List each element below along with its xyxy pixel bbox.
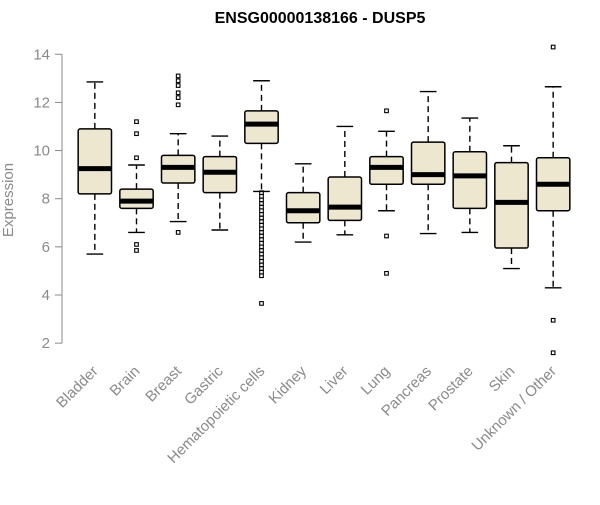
y-tick-label: 14 [33,46,50,63]
outlier-point [259,269,264,275]
x-tick-label-liver: Liver [317,363,352,398]
outlier-point [259,240,264,246]
box-kidney [285,191,321,224]
box-group-hematopoietic-cells [244,80,279,306]
y-tick-label: 8 [42,191,50,208]
outlier-point [259,226,264,232]
box-group-skin [494,145,529,270]
box-pancreas [410,141,446,186]
outlier-point [175,95,181,100]
outlier-point [175,102,181,108]
outlier-point [259,248,264,253]
y-tick-label: 6 [42,239,50,256]
boxes-group [77,44,571,356]
outlier-point [259,204,264,210]
outlier-point [259,273,264,279]
x-tick-label-bladder: Bladder [53,363,102,412]
outlier-point [550,350,556,356]
box-group-lung [369,108,404,276]
box-group-breast [160,73,196,235]
outlier-point [134,248,139,253]
box-group-unknown-other [535,44,571,356]
box-group-bladder [77,81,113,255]
outlier-point [134,155,139,161]
outlier-point [384,270,389,276]
y-axis-ticks: 2 4 6 8 10 12 14 [33,46,62,352]
outlier-point [550,44,556,50]
outlier-point [259,212,264,217]
x-tick-label-lung: Lung [358,363,394,399]
box-group-pancreas [410,90,446,235]
outlier-point [259,193,264,199]
box-hematopoietic-cells [244,110,279,145]
outlier-point [259,255,264,261]
outlier-point [259,190,264,196]
box-group-kidney [285,163,321,243]
box-lung [369,155,404,186]
box-skin [494,161,529,249]
outlier-point [175,230,181,235]
y-tick-label: 2 [42,335,50,352]
x-tick-label-breast: Breast [142,362,185,405]
x-tick-label-brain: Brain [107,363,144,400]
outlier-point [175,83,181,88]
outlier-point [550,317,556,323]
outlier-point [259,244,264,250]
outlier-point [259,258,264,264]
box-bladder [77,128,113,195]
y-tick-label: 12 [33,94,50,111]
outlier-point [134,242,139,247]
box-liver [327,176,363,222]
y-tick-label: 4 [42,287,50,304]
box-prostate [452,151,488,210]
outlier-point [134,131,139,137]
x-tick-label-skin: Skin [486,363,519,396]
x-tick-label-prostate: Prostate [425,363,477,415]
y-tick-label: 10 [33,143,50,160]
outlier-point [259,251,264,257]
outlier-point [259,301,264,306]
outlier-point [175,90,181,96]
x-tick-label-kidney: Kidney [266,362,311,407]
chart-title: ENSG00000138166 - DUSP5 [215,10,426,27]
outlier-point [259,197,264,203]
outlier-point [384,108,389,114]
outlier-point [259,222,264,228]
outlier-point [259,230,264,235]
outlier-point [259,262,264,268]
outlier-point [259,215,264,221]
box-group-liver [327,125,363,236]
box-group-prostate [452,117,488,234]
outlier-point [175,78,181,84]
outlier-point [259,237,264,242]
box-group-brain [119,119,154,253]
outlier-point [259,266,264,271]
y-axis-label: Expression [0,163,17,237]
outlier-point [134,119,139,125]
outlier-point [259,201,264,206]
outlier-point [259,233,264,239]
outlier-point [259,208,264,214]
outlier-point [384,233,389,239]
box-group-gastric [202,135,238,231]
outlier-point [175,73,181,79]
outlier-point [259,219,264,224]
